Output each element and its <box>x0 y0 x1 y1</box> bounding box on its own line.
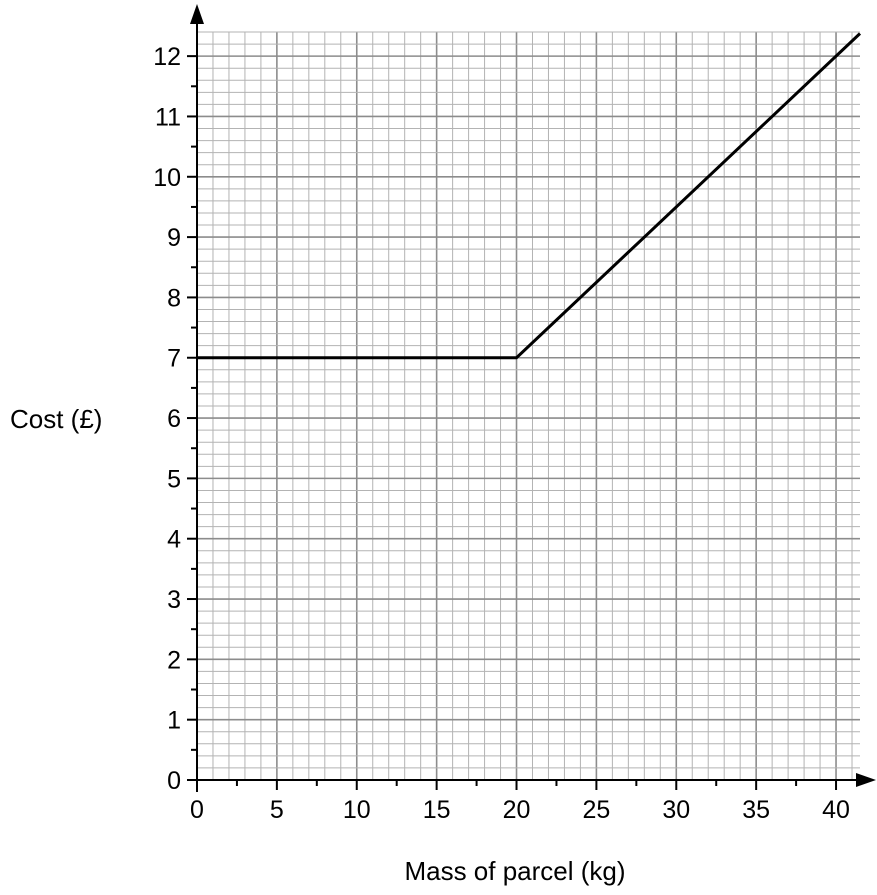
y-tick-label: 6 <box>167 405 181 433</box>
axes <box>187 4 876 792</box>
x-tick-label: 30 <box>662 796 690 824</box>
x-axis-arrow <box>856 773 876 787</box>
x-tick-label: 0 <box>190 796 204 824</box>
y-tick-label: 4 <box>167 526 181 554</box>
x-tick-label: 25 <box>582 796 610 824</box>
y-tick-label: 7 <box>167 345 181 373</box>
x-tick-label: 10 <box>343 796 371 824</box>
y-tick-label: 9 <box>167 224 181 252</box>
x-tick-label: 15 <box>423 796 451 824</box>
y-tick-label: 1 <box>167 707 181 735</box>
y-tick-label: 2 <box>167 646 181 674</box>
y-tick-label: 0 <box>167 767 181 795</box>
grid <box>196 31 860 781</box>
x-axis-title: Mass of parcel (kg) <box>404 856 625 886</box>
x-tick-label: 20 <box>503 796 531 824</box>
x-tick-label: 35 <box>742 796 770 824</box>
y-tick-label: 11 <box>155 103 181 131</box>
y-tick-label: 3 <box>167 586 181 614</box>
y-tick-label: 10 <box>153 164 181 192</box>
y-axis-arrow <box>190 4 204 24</box>
series <box>197 32 862 360</box>
y-axis-title: Cost (£) <box>10 404 102 434</box>
y-tick-label: 8 <box>167 284 181 312</box>
x-tick-label: 5 <box>270 796 284 824</box>
series-line <box>197 32 862 360</box>
x-tick-label: 40 <box>822 796 850 824</box>
y-tick-label: 5 <box>167 465 181 493</box>
y-tick-label: 12 <box>153 43 181 71</box>
